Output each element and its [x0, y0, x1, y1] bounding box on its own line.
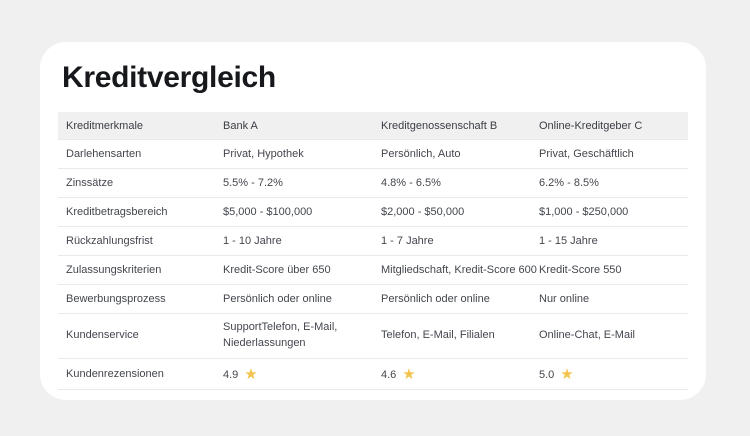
value-cell: 1 - 15 Jahre [539, 235, 598, 247]
rating-score: 4.9 [223, 369, 239, 381]
value-cell: Nur online [539, 293, 590, 305]
value-cell: Privat, Hypothek [223, 148, 304, 160]
value-cell: Persönlich oder online [381, 293, 490, 305]
value-cell: $1,000 - $250,000 [539, 206, 629, 218]
table-header-row: Kreditmerkmale Bank A Kreditgenossenscha… [58, 112, 688, 140]
value-cell: Kredit-Score über 650 [223, 264, 331, 276]
value-cell: Online-Chat, E-Mail [539, 329, 635, 342]
value-cell: 4.8% - 6.5% [381, 177, 441, 189]
value-cell: 6.2% - 8.5% [539, 177, 599, 189]
value-cell: 1 - 10 Jahre [223, 235, 282, 247]
value-cell: Mitgliedschaft, Kredit-Score 600 [381, 264, 537, 276]
feature-cell: Rückzahlungsfrist [66, 235, 153, 247]
value-cell: Persönlich oder online [223, 293, 332, 305]
star-icon: ★ [402, 366, 416, 383]
column-header-features: Kreditmerkmale [58, 112, 215, 140]
feature-cell: Kundenrezensionen [66, 368, 164, 380]
value-cell: $5,000 - $100,000 [223, 206, 313, 218]
feature-cell: Zulassungskriterien [66, 264, 162, 276]
rating-cell: 4.6 ★ [373, 359, 531, 390]
table-row-rueckzahlungsfrist: Rückzahlungsfrist 1 - 10 Jahre 1 - 7 Jah… [58, 226, 688, 256]
value-cell: SupportTelefon, E-Mail, Niederlassungen [223, 321, 338, 349]
value-cell: 1 - 7 Jahre [381, 235, 434, 247]
feature-cell: Kundenservice [66, 329, 139, 342]
rating-cell: 4.9 ★ [215, 359, 373, 390]
comparison-table: Kreditmerkmale Bank A Kreditgenossenscha… [58, 112, 688, 390]
rating-score: 4.6 [381, 369, 397, 381]
rating-score: 5.0 [539, 369, 555, 381]
page-title: Kreditvergleich [62, 61, 276, 94]
rating-cell: 5.0 ★ [531, 359, 688, 390]
table-row-kundenservice: Kundenservice SupportTelefon, E-Mail, Ni… [58, 313, 688, 359]
star-icon: ★ [560, 366, 574, 383]
value-cell: Privat, Geschäftlich [539, 148, 634, 160]
table-row-kreditbetragsbereich: Kreditbetragsbereich $5,000 - $100,000 $… [58, 197, 688, 227]
table-row-darlehensarten: Darlehensarten Privat, Hypothek Persönli… [58, 139, 688, 169]
table-row-zulassungskriterien: Zulassungskriterien Kredit-Score über 65… [58, 255, 688, 285]
star-icon: ★ [244, 366, 258, 383]
value-cell: Kredit-Score 550 [539, 264, 622, 276]
comparison-card: Kreditvergleich Kreditmerkmale Bank A Kr… [40, 42, 706, 400]
value-cell: $2,000 - $50,000 [381, 206, 465, 218]
feature-cell: Zinssätze [66, 177, 114, 189]
value-cell: Telefon, E-Mail, Filialen [381, 329, 495, 342]
feature-cell: Bewerbungsprozess [66, 293, 166, 305]
column-header-bank-a: Bank A [215, 112, 373, 140]
feature-cell: Kreditbetragsbereich [66, 206, 168, 218]
value-cell: Persönlich, Auto [381, 148, 461, 160]
value-cell: 5.5% - 7.2% [223, 177, 283, 189]
column-header-kreditgenossenschaft-b: Kreditgenossenschaft B [373, 112, 531, 140]
table-row-bewerbungsprozess: Bewerbungsprozess Persönlich oder online… [58, 284, 688, 314]
column-header-online-kreditgeber-c: Online-Kreditgeber C [531, 112, 688, 140]
feature-cell: Darlehensarten [66, 148, 142, 160]
table-row-kundenrezensionen: Kundenrezensionen 4.9 ★ 4.6 ★ 5.0 ★ [58, 358, 688, 390]
table-row-zinssaetze: Zinssätze 5.5% - 7.2% 4.8% - 6.5% 6.2% -… [58, 168, 688, 198]
